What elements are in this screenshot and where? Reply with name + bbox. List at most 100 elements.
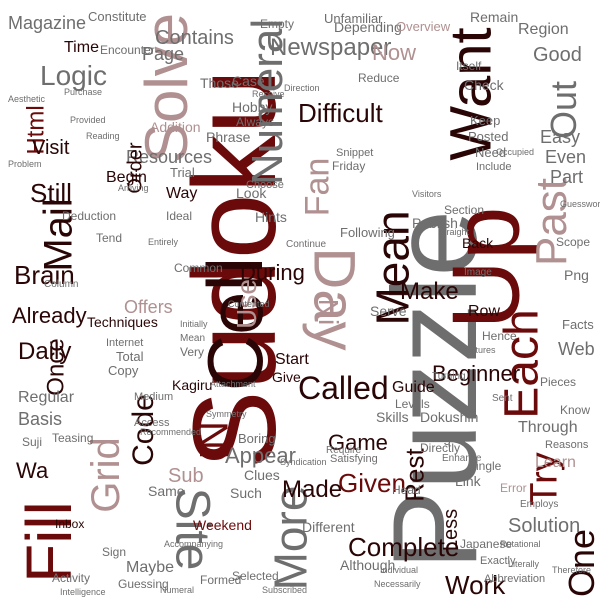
word-one: One [561, 528, 600, 598]
word-link: Link [455, 473, 481, 489]
word-even: Even [545, 147, 587, 167]
word-fan: Fan [298, 157, 337, 217]
word-start: Start [275, 351, 309, 368]
word-purchase: Purchase [64, 87, 103, 97]
word-levels: Levels [395, 397, 430, 411]
word-know: Know [560, 403, 591, 417]
word-past: Past [527, 177, 577, 267]
word-digits: Digits [430, 429, 466, 445]
word-total: Total [116, 349, 144, 364]
word-wa: Wa [16, 458, 49, 483]
word-sub: Sub [168, 465, 204, 487]
word-case: Case [232, 73, 265, 89]
word-scope: Scope [556, 235, 591, 249]
word-magazine: Magazine [8, 13, 87, 33]
word-require: Require [326, 445, 362, 456]
word-aesthetic: Aesthetic [8, 94, 46, 104]
word-logic: Logic [40, 60, 107, 91]
word-trial: Trial [170, 165, 195, 180]
word-therefore: Therefore [552, 565, 592, 575]
word-entirely: Entirely [148, 237, 179, 247]
word-accompanying: Accompanying [164, 539, 224, 549]
word-hobby: Hobby [232, 99, 273, 115]
word-pieces: Pieces [540, 375, 577, 389]
word-exactly: Exactly [480, 555, 516, 567]
word-way: Way [166, 185, 198, 202]
word-png: Png [564, 267, 589, 283]
word-turning: Turning [432, 371, 466, 382]
word-formed: Formed [200, 573, 242, 587]
word-dokushin: Dokushin [420, 409, 479, 425]
word-initially: Initially [180, 319, 208, 329]
word-arriving: Arriving [118, 183, 149, 193]
word-visitors: Visitors [412, 189, 442, 199]
word-suji: Suji [22, 435, 43, 449]
word-serve: Serve [370, 303, 407, 319]
word-basis: Basis [18, 409, 63, 429]
word-reasons: Reasons [545, 439, 589, 451]
word-contains: Contains [155, 27, 234, 49]
word-grid: Grid [83, 437, 128, 513]
word-choose: Choose [246, 179, 284, 191]
word-give: Give [272, 369, 301, 385]
word-offers: Offers [124, 297, 173, 317]
word-difficult: Difficult [298, 98, 383, 128]
word-enhance: Enhance [442, 453, 482, 464]
word-common: Common [174, 261, 223, 275]
word-boring: Boring [238, 431, 276, 446]
word-begin: Begin [106, 169, 147, 186]
word-tend: Tend [96, 231, 123, 245]
word-guesswork: Guesswork [560, 199, 600, 209]
word-inbox: Inbox [55, 517, 85, 531]
word-access: Access [134, 417, 170, 429]
word-time: Time [64, 39, 99, 56]
word-ideal: Ideal [166, 209, 193, 223]
word-always: Always [236, 115, 275, 129]
word-receive: Receive [252, 89, 285, 99]
word-syndication: Syndication [280, 457, 327, 467]
word-easy: Easy [540, 127, 581, 147]
word-section: Section [444, 203, 485, 217]
word-different: Different [302, 519, 355, 535]
word-beginner: Beginner [432, 361, 521, 386]
word-satisfying: Satisfying [330, 453, 378, 465]
word-game: Game [328, 430, 388, 455]
word-web: Web [558, 339, 595, 359]
word-phrase: Phrase [206, 129, 251, 145]
word-friday: Friday [332, 159, 366, 173]
word-regular: Regular [18, 389, 75, 406]
word-problem: Problem [8, 159, 42, 169]
word-same: Same [148, 483, 185, 499]
word-check: Check [464, 77, 504, 93]
word-continue: Continue [286, 239, 327, 250]
word-hence: Hence [482, 329, 517, 343]
word-through: Through [518, 419, 578, 436]
word-reduce: Reduce [358, 71, 400, 85]
word-clues: Clues [244, 467, 280, 483]
word-need: Need [475, 145, 507, 160]
word-still: Still [30, 178, 72, 208]
word-numeral-small: Numeral [160, 585, 195, 595]
word-employs: Employs [520, 499, 559, 510]
word-internet: Internet [106, 337, 144, 349]
word-already: Already [12, 303, 87, 328]
word-back: Back [462, 235, 494, 251]
word-given: Given [338, 468, 406, 498]
word-encounter: Encounter [100, 43, 155, 57]
word-although: Although [340, 557, 396, 573]
word-single: Single [468, 459, 502, 473]
word-facts: Facts [562, 317, 594, 332]
word-include: Include [476, 161, 512, 173]
word-image: Image [464, 267, 492, 278]
word-deduction: Deduction [62, 209, 117, 223]
word-look: Look [236, 185, 267, 201]
word-attachment: Attachment [210, 379, 256, 389]
word-intelligence: Intelligence [60, 587, 106, 597]
word-keep: Keep [470, 113, 501, 128]
word-those: Those [200, 75, 239, 91]
word-occupied: Occupied [496, 147, 535, 157]
word-overview: Overview [396, 19, 451, 34]
word-such: Such [230, 485, 262, 501]
word-visit: Visit [32, 137, 70, 159]
word-newspaper: Newspaper [270, 34, 392, 61]
